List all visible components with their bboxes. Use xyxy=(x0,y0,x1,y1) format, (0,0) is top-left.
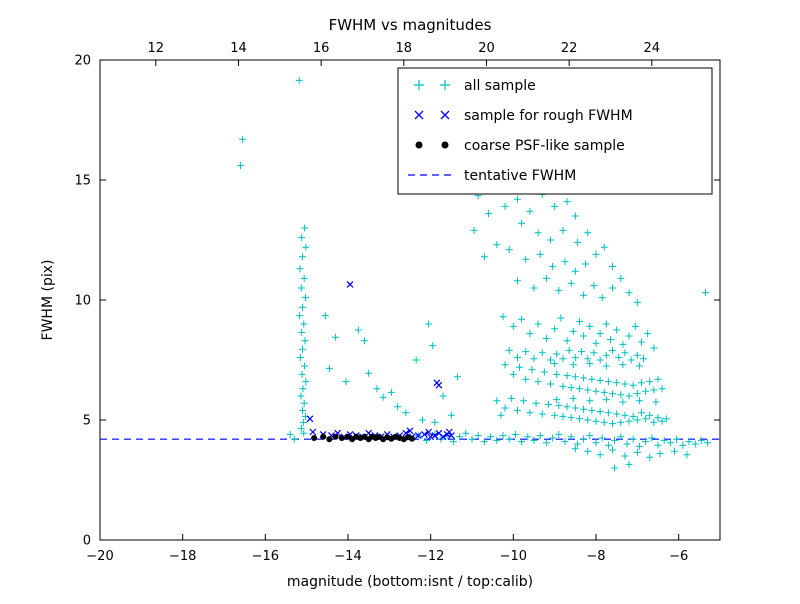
legend-marker-dot xyxy=(415,141,423,149)
x-tick-label-bottom: −14 xyxy=(334,549,361,564)
x-tick-label-top: 24 xyxy=(644,41,661,56)
x-tick-label-top: 14 xyxy=(230,41,247,56)
legend-label: coarse PSF-like sample xyxy=(464,138,625,154)
legend-marker-x xyxy=(414,110,450,120)
x-tick-label-top: 20 xyxy=(478,41,495,56)
x-tick-label-top: 22 xyxy=(561,41,578,56)
all-sample-markers xyxy=(237,76,712,472)
legend: all sample sample for rough FWHM coarse PS… xyxy=(397,67,713,195)
x-tick-label-bottom: −6 xyxy=(669,549,688,564)
x-tick-label-bottom: −18 xyxy=(169,549,196,564)
x-tick-label-bottom: −16 xyxy=(252,549,279,564)
coarse-psf-marker xyxy=(326,436,333,443)
x-tick-label-top: 16 xyxy=(313,41,330,56)
axes-frame-group xyxy=(99,59,721,541)
legend-marker-dot xyxy=(441,141,449,149)
x-tick-label-bottom: −12 xyxy=(417,549,444,564)
axis-ticks-group: −20 −18 −16 −14 −12 −10 −8 −6 12 14 16 18 20 22 24 0 5 10… xyxy=(74,41,720,564)
legend-box xyxy=(397,67,713,195)
coarse-psf-marker xyxy=(320,433,327,440)
y-tick-label: 0 xyxy=(83,534,91,549)
x-tick-label-bottom: −20 xyxy=(86,549,113,564)
axes-frame xyxy=(99,59,721,541)
coarse-psf-marker xyxy=(338,435,345,441)
y-axis-label: FWHM (pix) xyxy=(40,260,56,341)
x-tick-label-bottom: −10 xyxy=(500,549,527,564)
legend-label: tentative FWHM xyxy=(464,168,576,184)
x-tick-label-top: 18 xyxy=(396,41,413,56)
coarse-psf-marker xyxy=(311,435,318,441)
y-tick-label: 5 xyxy=(83,414,91,429)
x-axis-label: magnitude (bottom:isnt / top:calib) xyxy=(287,574,533,590)
legend-label: sample for rough FWHM xyxy=(464,108,633,124)
x-tick-label-top: 12 xyxy=(148,41,165,56)
coarse-psf-marker xyxy=(409,435,416,442)
coarse-psf-marker xyxy=(332,433,339,440)
y-tick-label: 10 xyxy=(74,294,91,309)
chart-title: FWHM vs magnitudes xyxy=(329,16,492,34)
scatter-points-group xyxy=(237,76,712,472)
x-tick-label-bottom: −8 xyxy=(586,549,605,564)
y-tick-label: 15 xyxy=(74,174,91,189)
legend-marker-plus xyxy=(414,80,450,90)
y-tick-label: 20 xyxy=(74,54,91,69)
legend-label: all sample xyxy=(464,78,536,94)
